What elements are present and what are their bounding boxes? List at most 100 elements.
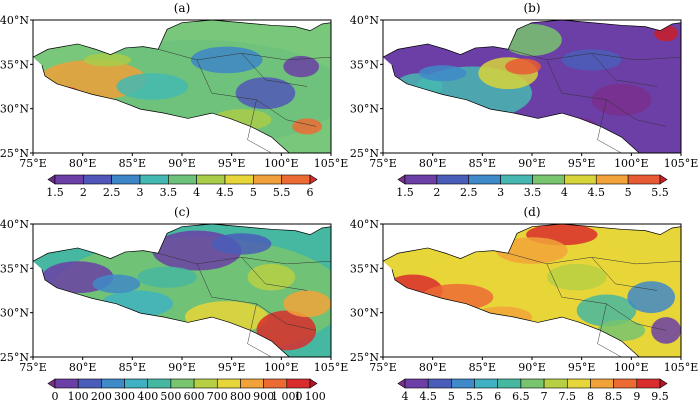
- colorbar-tick-label: 900: [253, 390, 274, 403]
- colorbar-segment: [286, 378, 311, 389]
- colorbar-segment: [111, 174, 141, 185]
- colorbar-tick-label: 5.5: [651, 186, 669, 199]
- field-blob: [101, 290, 174, 318]
- colorbar-segment: [193, 378, 218, 389]
- colorbar-tick-label: 3.5: [524, 186, 542, 199]
- lon-tick-label: 80°E: [419, 157, 447, 170]
- field-blob: [591, 83, 652, 116]
- colorbar-segment: [404, 378, 429, 389]
- lon-tick-label: 85°E: [469, 361, 497, 374]
- lon-tick-label: 75°E: [19, 157, 47, 170]
- lon-tick-label: 75°E: [369, 361, 397, 374]
- colorbar-tick-label: 3: [497, 186, 504, 199]
- map-svg: (a) 25°N 30°N 35°N 40°N 75°E 80°E 85°E 90°E 95°E 1…: [0, 1, 349, 199]
- field-blob: [235, 77, 296, 110]
- plateau-boundary: [382, 223, 682, 358]
- lat-tick-label: 25°N: [350, 147, 379, 160]
- colorbar-tick-label: 2.5: [103, 186, 121, 199]
- admin-border: [247, 99, 272, 154]
- colorbar-tick-label: 6: [307, 186, 314, 199]
- map-panel: (d) 25°N 30°N 35°N 40°N 75°E 80°E 85°E 90°E 95°E 1…: [350, 204, 700, 408]
- colorbar-tick-label: 4.5: [216, 186, 234, 199]
- lon-tick-label: 105°E: [314, 157, 349, 170]
- colorbar-tick-label: 5.5: [273, 186, 291, 199]
- lat-tick-label: 35°N: [350, 58, 379, 71]
- colorbar-segment: [595, 174, 629, 185]
- lat-tick-label: 40°N: [350, 14, 379, 27]
- lon-tick-label: 90°E: [168, 361, 196, 374]
- colorbar-segment: [543, 378, 568, 389]
- colorbar-tick-label: 600: [184, 390, 205, 403]
- lon-tick-label: 75°E: [369, 157, 397, 170]
- lon-tick-label: 95°E: [568, 361, 596, 374]
- lon-tick-label: 80°E: [419, 361, 447, 374]
- colorbar-tick-label: 7.5: [559, 390, 577, 403]
- field-blob: [561, 49, 622, 71]
- lat-tick-label: 35°N: [0, 262, 29, 275]
- field-blob: [116, 73, 188, 100]
- colorbar-tick-label: 3: [137, 186, 144, 199]
- colorbar-segment: [170, 378, 195, 389]
- map-svg: (d) 25°N 30°N 35°N 40°N 75°E 80°E 85°E 90°E 95°E 1…: [350, 205, 698, 403]
- admin-border: [241, 53, 308, 87]
- lat-tick-label: 30°N: [0, 307, 29, 320]
- colorbar-segment: [224, 174, 254, 185]
- colorbar-tick-label: 300: [114, 390, 135, 403]
- no-data-region: [33, 224, 159, 262]
- no-data-region: [33, 20, 159, 58]
- colorbar-segment: [451, 378, 475, 389]
- field-blob: [597, 319, 646, 342]
- lon-tick-label: 85°E: [469, 157, 497, 170]
- colorbar-segment: [404, 174, 438, 185]
- colorbar-segment: [101, 378, 125, 389]
- lat-tick-label: 40°N: [0, 218, 29, 231]
- colorbar-max-arrow: [659, 174, 668, 185]
- colorbar-segment: [520, 378, 545, 389]
- field-blob: [283, 290, 331, 318]
- field-blob: [44, 86, 81, 100]
- colorbar-segment: [196, 174, 226, 185]
- colorbar-segment: [77, 378, 102, 389]
- colorbar-segment: [54, 378, 79, 389]
- colorbar-min-arrow: [47, 174, 56, 185]
- colorbar-segment: [532, 174, 565, 185]
- colorbar-segment: [83, 174, 112, 185]
- field-blob: [211, 233, 272, 255]
- colorbar-segment: [500, 174, 533, 185]
- panel-title: (a): [174, 1, 191, 15]
- colorbar-tick-label: 5: [625, 186, 632, 199]
- colorbar-segment: [564, 174, 597, 185]
- lat-tick-label: 25°N: [0, 147, 29, 160]
- panel-title: (c): [174, 205, 190, 219]
- colorbar-tick-label: 6.5: [512, 390, 530, 403]
- colorbar-segment: [168, 174, 197, 185]
- colorbar-segment: [497, 378, 522, 389]
- lon-tick-label: 95°E: [218, 361, 246, 374]
- colorbar-min-arrow: [397, 378, 406, 389]
- colorbar-tick-label: 4.5: [588, 186, 606, 199]
- field-blob: [292, 118, 323, 135]
- field-blob: [137, 266, 197, 288]
- colorbar-tick-label: 5.5: [466, 390, 484, 403]
- lon-tick-label: 80°E: [69, 157, 97, 170]
- colorbar-tick-label: 8.5: [605, 390, 623, 403]
- colorbar-segment: [468, 174, 501, 185]
- no-data-region: [383, 224, 509, 262]
- plateau-boundary: [32, 223, 332, 358]
- plateau-boundary: [382, 19, 682, 154]
- colorbar-segment: [139, 174, 169, 185]
- colorbar-tick-label: 200: [91, 390, 112, 403]
- colorbar-segment: [436, 174, 470, 185]
- colorbar-min-arrow: [47, 378, 56, 389]
- colorbar-segment: [281, 174, 311, 185]
- colorbar-segment: [263, 378, 288, 389]
- lon-tick-label: 105°E: [314, 361, 349, 374]
- field-blob: [190, 46, 263, 74]
- admin-border: [241, 257, 308, 291]
- colorbar-segment: [566, 378, 591, 389]
- lon-tick-label: 100°E: [614, 361, 649, 374]
- lon-tick-label: 85°E: [119, 157, 147, 170]
- colorbar-tick-label: 1.5: [46, 186, 64, 199]
- colorbar-segment: [216, 378, 241, 389]
- colorbar-tick-label: 2.5: [460, 186, 478, 199]
